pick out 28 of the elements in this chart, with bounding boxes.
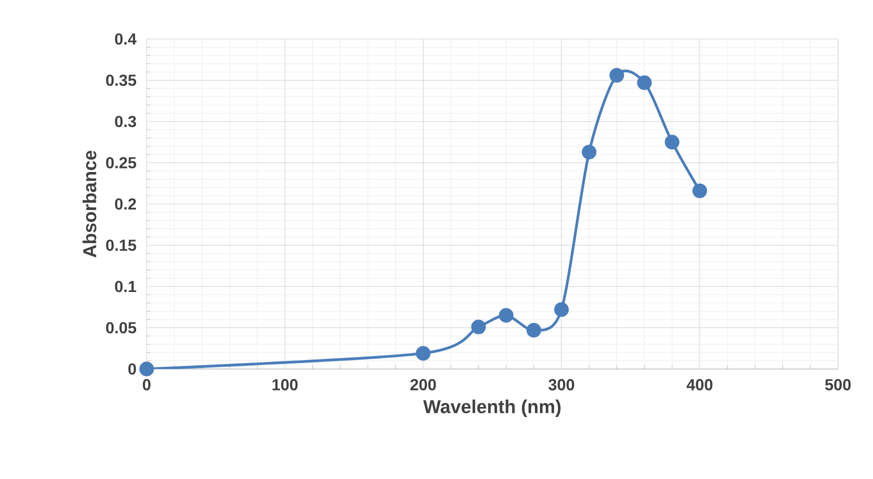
point	[526, 322, 542, 338]
point	[637, 75, 652, 90]
x-tick-label: 200	[410, 379, 436, 390]
point	[582, 144, 596, 160]
x-axis-title: Wavelenth (nm)	[423, 400, 561, 417]
y-tick-label: 0.4	[115, 33, 137, 45]
x-tick-label: 300	[548, 379, 574, 390]
point	[692, 183, 708, 198]
x-tick-label: 400	[686, 379, 712, 390]
y-tick-label: 0.2	[115, 198, 136, 210]
point	[664, 134, 680, 150]
x-tick-label: 100	[272, 379, 298, 390]
point	[416, 346, 431, 361]
y-tick-label: 0.1	[115, 280, 136, 292]
x-tick-label: 0	[142, 379, 150, 390]
y-tick-label: 0.15	[106, 240, 136, 251]
y-tick-label: 0.3	[115, 116, 136, 128]
point	[609, 68, 624, 83]
point	[139, 362, 154, 376]
point	[498, 308, 514, 323]
x-tick-label: 500	[825, 379, 851, 390]
y-tick-label: 0.35	[106, 74, 136, 86]
y-axis-title: Absorbance	[82, 150, 96, 258]
y-tick-label: 0.05	[106, 322, 136, 334]
point	[471, 320, 486, 334]
y-tick-label: 0	[128, 363, 136, 375]
point	[554, 302, 569, 317]
y-tick-label: 0.25	[106, 157, 136, 168]
